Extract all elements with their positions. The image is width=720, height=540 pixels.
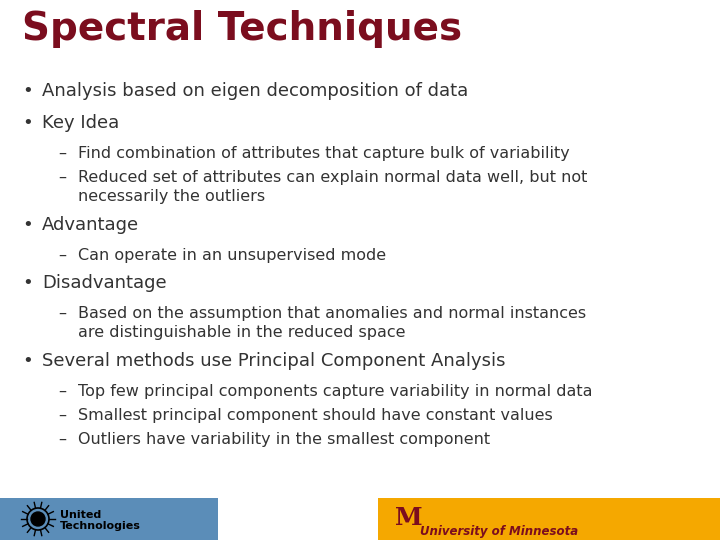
Text: Disadvantage: Disadvantage xyxy=(42,274,166,292)
Text: –: – xyxy=(58,146,66,161)
Text: Μ: Μ xyxy=(395,506,423,530)
Text: –: – xyxy=(58,384,66,399)
Text: Advantage: Advantage xyxy=(42,216,139,234)
Circle shape xyxy=(31,512,45,526)
Text: Can operate in an unsupervised mode: Can operate in an unsupervised mode xyxy=(78,248,386,263)
Text: Based on the assumption that anomalies and normal instances
are distinguishable : Based on the assumption that anomalies a… xyxy=(78,306,586,340)
Text: •: • xyxy=(22,114,32,132)
Text: –: – xyxy=(58,408,66,423)
Text: •: • xyxy=(22,352,32,370)
Text: –: – xyxy=(58,306,66,321)
Text: United
Technologies: United Technologies xyxy=(60,510,141,531)
Text: Several methods use Principal Component Analysis: Several methods use Principal Component … xyxy=(42,352,505,370)
Text: University of Minnesota: University of Minnesota xyxy=(420,525,578,538)
Text: •: • xyxy=(22,82,32,100)
Text: Find combination of attributes that capture bulk of variability: Find combination of attributes that capt… xyxy=(78,146,570,161)
Text: Reduced set of attributes can explain normal data well, but not
necessarily the : Reduced set of attributes can explain no… xyxy=(78,170,588,204)
Text: Spectral Techniques: Spectral Techniques xyxy=(22,10,462,48)
Text: Analysis based on eigen decomposition of data: Analysis based on eigen decomposition of… xyxy=(42,82,468,100)
Text: –: – xyxy=(58,432,66,447)
FancyBboxPatch shape xyxy=(378,498,720,540)
FancyBboxPatch shape xyxy=(0,498,218,540)
Text: –: – xyxy=(58,170,66,185)
Text: Top few principal components capture variability in normal data: Top few principal components capture var… xyxy=(78,384,593,399)
Text: •: • xyxy=(22,274,32,292)
Text: •: • xyxy=(22,216,32,234)
Text: Outliers have variability in the smallest component: Outliers have variability in the smalles… xyxy=(78,432,490,447)
Text: Key Idea: Key Idea xyxy=(42,114,120,132)
Text: –: – xyxy=(58,248,66,263)
Text: Smallest principal component should have constant values: Smallest principal component should have… xyxy=(78,408,553,423)
